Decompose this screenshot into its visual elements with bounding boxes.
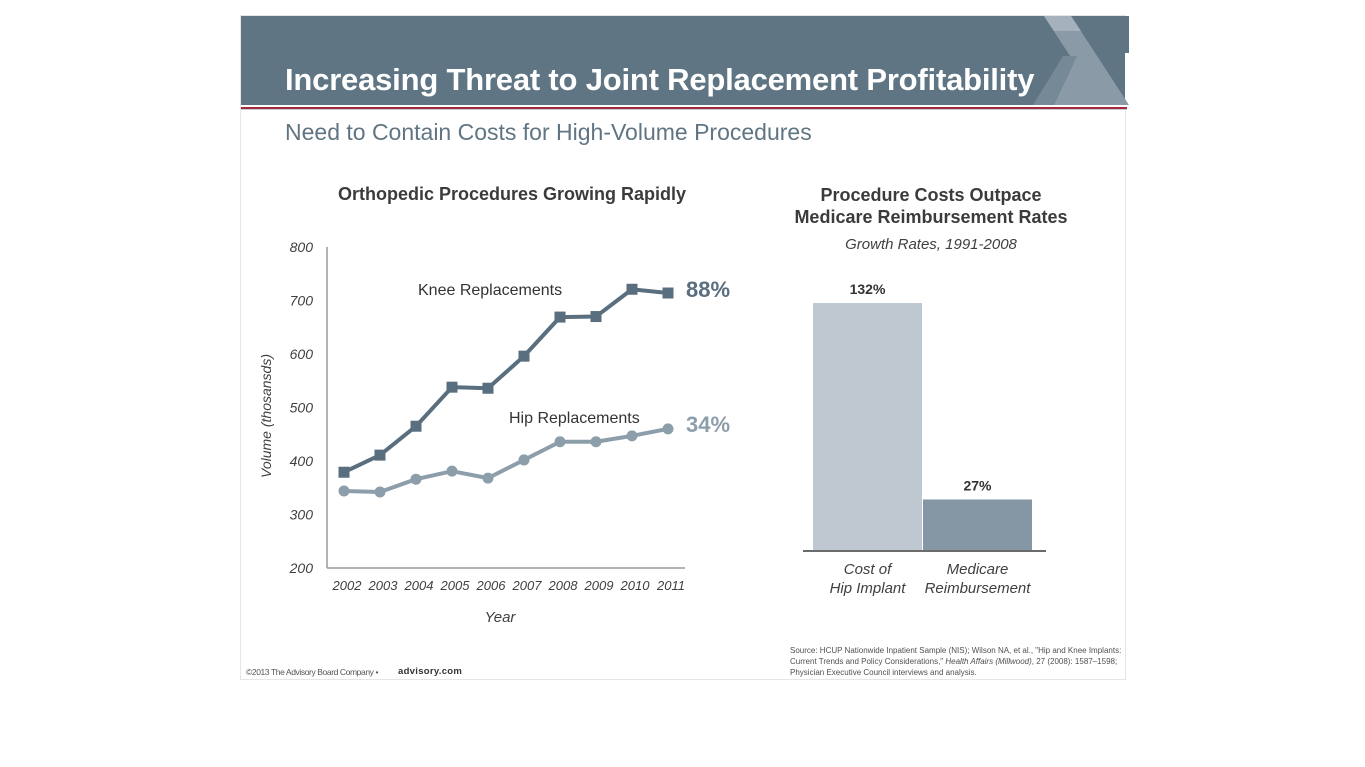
source-text: Source: HCUP Nationwide Inpatient Sample… <box>790 646 1122 666</box>
data-point <box>626 430 638 442</box>
slide-subtitle: Need to Contain Costs for High-Volume Pr… <box>285 119 812 145</box>
website-link[interactable]: advisory.com <box>398 666 463 677</box>
bar-chart-title-line-2: Medicare Reimbursement Rates <box>794 207 1068 227</box>
x-tick-label: 2011 <box>656 578 685 593</box>
bar-category-label: Hip Implant <box>830 580 907 597</box>
x-tick-label: 2009 <box>584 578 614 593</box>
copyright: ©2013 The Advisory Board Company • <box>246 667 379 677</box>
bar-category-label: Reimbursement <box>925 580 1032 597</box>
data-point <box>554 311 566 323</box>
x-tick-label: 2005 <box>440 578 471 593</box>
x-tick-label: 2008 <box>548 578 579 593</box>
bar-cost-of-hip-implant <box>813 303 922 550</box>
hip-growth-label: 34% <box>686 412 730 437</box>
source-journal: Health Affairs (Millwood) <box>945 657 1032 666</box>
data-point <box>518 350 530 362</box>
x-axis-label: Year <box>485 609 517 626</box>
data-point <box>410 420 422 432</box>
data-point <box>374 449 386 461</box>
y-tick-label: 300 <box>290 507 314 523</box>
accent-rule <box>241 107 1127 109</box>
bar-chart-title: Procedure Costs Outpace Medicare Reimbur… <box>781 184 1081 228</box>
bar-medicare-reimbursement <box>923 499 1032 550</box>
bar-chart-subtitle: Growth Rates, 1991-2008 <box>845 236 1017 253</box>
data-point <box>482 472 494 484</box>
data-point <box>662 287 674 299</box>
data-point <box>590 436 602 448</box>
header-band: Increasing Threat to Joint Replacement P… <box>241 16 1129 105</box>
source-tail: , 27 (2008): 1587–1598; Physician Execut… <box>790 657 1118 677</box>
hip-series-label: Hip Replacements <box>509 410 640 427</box>
divider <box>241 109 1127 110</box>
data-point <box>554 436 566 448</box>
data-point <box>626 283 638 295</box>
x-tick-label: 2007 <box>512 578 543 593</box>
slide: Increasing Threat to Joint Replacement P… <box>240 15 1131 680</box>
advisory-board-logo-icon <box>1033 16 1129 105</box>
y-tick-label: 700 <box>290 293 314 309</box>
data-point <box>446 465 458 477</box>
bar-value-label: 27% <box>963 477 992 493</box>
series-line <box>343 287 669 475</box>
data-point <box>374 486 386 498</box>
y-tick-label: 600 <box>290 346 314 362</box>
data-point <box>338 466 350 478</box>
bar-chart: 132% Cost of Hip Implant 27% Medicare Reimbur… <box>803 281 1046 597</box>
x-tick-label: 2003 <box>368 578 399 593</box>
bar-category-label: Medicare <box>947 561 1009 578</box>
y-axis-label: Volume (thosansds) <box>258 354 274 478</box>
data-point <box>482 382 494 394</box>
bar-chart-title-line-1: Procedure Costs Outpace <box>820 185 1042 205</box>
x-tick-label: 2006 <box>476 578 507 593</box>
header-notch <box>1125 53 1131 107</box>
slide-title: Increasing Threat to Joint Replacement P… <box>285 62 1035 97</box>
x-tick-label: 2002 <box>332 578 363 593</box>
bar-value-label: 132% <box>850 281 886 297</box>
data-point <box>518 454 530 466</box>
y-tick-label: 500 <box>290 400 314 416</box>
hip-series <box>338 423 674 498</box>
data-point <box>590 311 602 323</box>
line-chart-title: Orthopedic Procedures Growing Rapidly <box>338 184 687 204</box>
bar-category-label: Cost of <box>844 561 893 578</box>
x-tick-label: 2004 <box>404 578 434 593</box>
data-point <box>410 473 422 485</box>
knee-series <box>338 283 674 478</box>
source-note: Source: HCUP Nationwide Inpatient Sample… <box>790 645 1125 678</box>
data-point <box>338 485 350 497</box>
knee-series-label: Knee Replacements <box>418 282 562 299</box>
knee-growth-label: 88% <box>686 277 730 302</box>
y-tick-label: 400 <box>290 453 314 469</box>
y-tick-label: 200 <box>289 560 314 576</box>
y-tick-label: 800 <box>290 239 314 255</box>
line-chart: 800 700 600 500 400 300 200 2002 2003 2004 2005 20… <box>258 239 730 626</box>
data-point <box>446 381 458 393</box>
series-line <box>343 426 669 495</box>
x-tick-label: 2010 <box>620 578 651 593</box>
data-point <box>662 423 674 435</box>
